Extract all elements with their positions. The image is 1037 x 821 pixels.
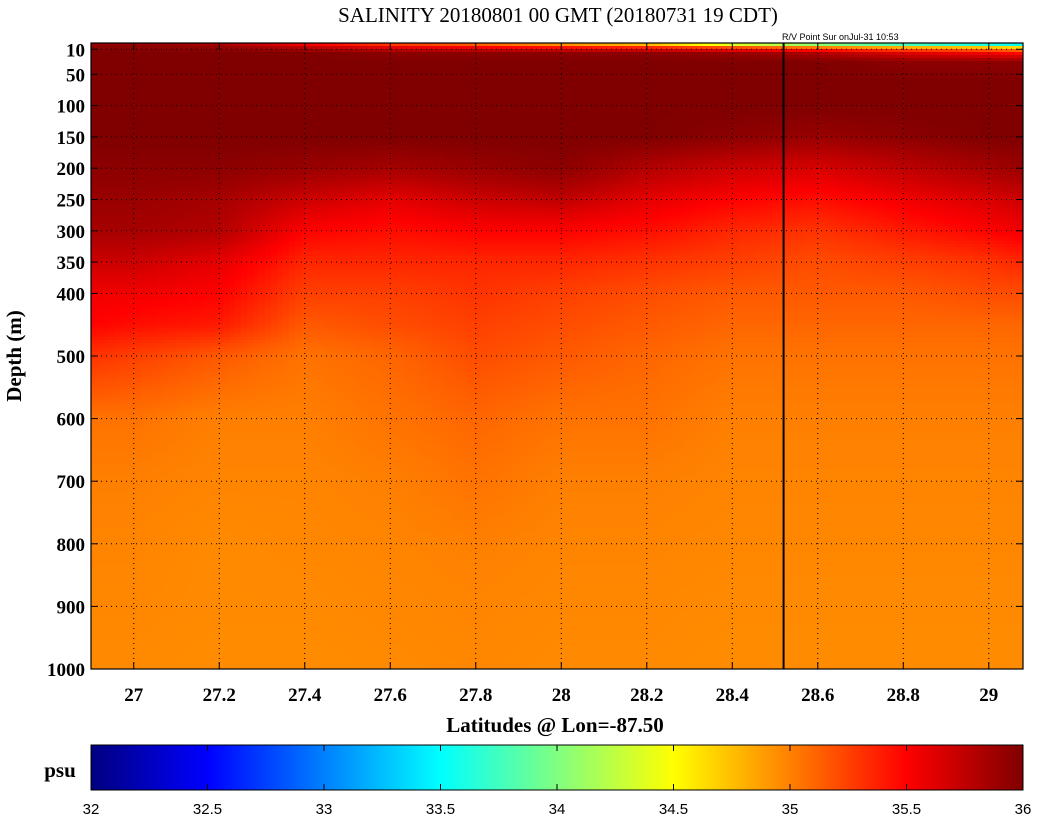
vessel-note: R/V Point Sur onJul-31 10:53 [782, 32, 899, 42]
chart-title: SALINITY 20180801 00 GMT (20180731 19 CD… [338, 3, 778, 27]
